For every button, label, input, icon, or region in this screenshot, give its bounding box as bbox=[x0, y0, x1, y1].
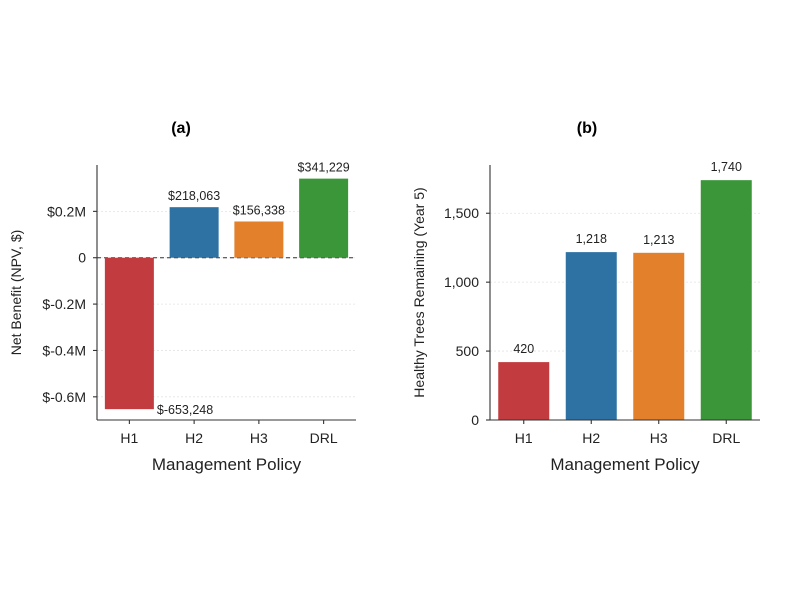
y-tick-label: $0.2M bbox=[47, 203, 86, 219]
y-tick-label: 1,000 bbox=[444, 274, 479, 290]
bar-h2 bbox=[169, 207, 219, 258]
value-label-h2: $218,063 bbox=[168, 189, 220, 203]
panel-a: $-0.6M $-0.4M $-0.2M 0 $0.2M $-653,248 H1 $218,… bbox=[8, 120, 356, 474]
value-label-h3: $156,338 bbox=[233, 203, 285, 217]
y-tick-label: $-0.2M bbox=[42, 296, 86, 312]
x-tick-label: H2 bbox=[185, 430, 203, 446]
x-tick-label: H2 bbox=[582, 430, 600, 446]
y-tick-label: 1,500 bbox=[444, 205, 479, 221]
value-label-drl: 1,740 bbox=[711, 160, 742, 174]
y-axis-label: Net Benefit (NPV, $) bbox=[8, 230, 24, 356]
value-label-h1: 420 bbox=[513, 342, 534, 356]
value-label-h2: 1,218 bbox=[576, 232, 607, 246]
bar-drl bbox=[700, 180, 752, 420]
panel-title: (a) bbox=[171, 120, 191, 137]
y-tick-label: 0 bbox=[471, 412, 479, 428]
bar-h3 bbox=[234, 221, 284, 258]
y-tick-label: 0 bbox=[78, 250, 86, 266]
x-tick-label: DRL bbox=[712, 430, 740, 446]
value-label-h3: 1,213 bbox=[643, 233, 674, 247]
value-label-h1: $-653,248 bbox=[157, 403, 213, 417]
x-tick-label: H1 bbox=[120, 430, 138, 446]
panel-b: 0 500 1,000 1,500 420 H1 1,218 H2 1,213 H3 1,740 DR… bbox=[411, 120, 760, 474]
y-tick-label: $-0.6M bbox=[42, 389, 86, 405]
y-tick-label: 500 bbox=[456, 343, 480, 359]
y-axis-label: Healthy Trees Remaining (Year 5) bbox=[411, 187, 427, 397]
bar-drl bbox=[299, 178, 349, 258]
bar-h3 bbox=[633, 252, 685, 420]
y-tick-label: $-0.4M bbox=[42, 342, 86, 358]
panel-title: (b) bbox=[577, 120, 597, 137]
bar-h1 bbox=[104, 257, 154, 410]
x-axis-label: Management Policy bbox=[152, 455, 302, 474]
x-axis-label: Management Policy bbox=[550, 455, 700, 474]
x-tick-label: H1 bbox=[515, 430, 533, 446]
bar-h2 bbox=[565, 252, 617, 420]
bar-h1 bbox=[498, 362, 550, 420]
x-tick-label: DRL bbox=[310, 430, 338, 446]
x-tick-label: H3 bbox=[650, 430, 668, 446]
x-tick-label: H3 bbox=[250, 430, 268, 446]
value-label-drl: $341,229 bbox=[298, 161, 350, 175]
